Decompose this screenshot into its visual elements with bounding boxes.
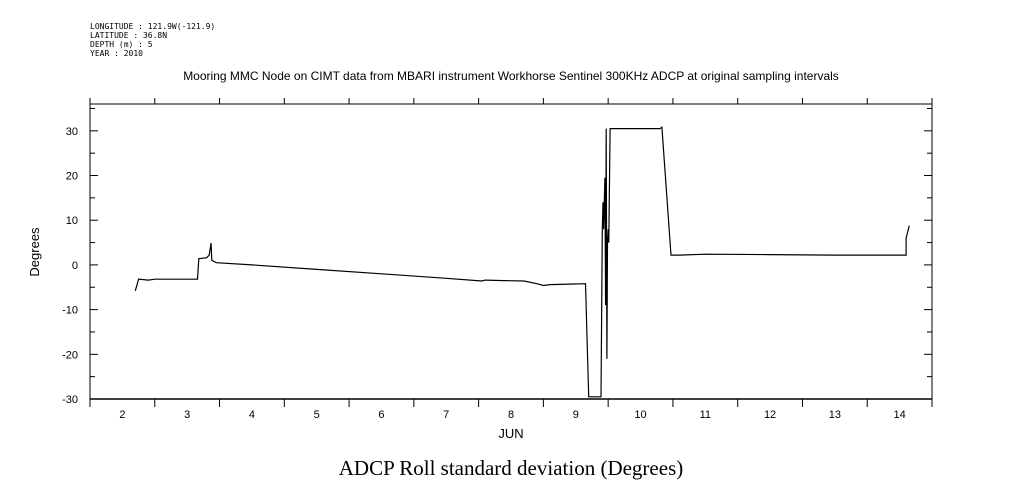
x-axis-label: JUN (498, 426, 523, 441)
y-tick-label: -30 (62, 394, 78, 406)
x-tick-label: 10 (634, 409, 646, 421)
y-tick-label: -20 (62, 349, 78, 361)
y-tick-label: -10 (62, 305, 78, 317)
x-tick-label: 9 (573, 409, 579, 421)
y-axis-ticks: 30 20 10 0 -10 -20 -30 (62, 107, 932, 406)
x-tick-label: 8 (508, 409, 514, 421)
depth-text: DEPTH (m) : 5 (90, 40, 153, 49)
y-axis-label: Degrees (27, 227, 42, 277)
y-tick-label: 20 (66, 171, 78, 183)
x-tick-label: 5 (314, 409, 320, 421)
x-tick-label: 13 (829, 409, 841, 421)
x-tick-label: 6 (378, 409, 384, 421)
series-layer (134, 126, 910, 398)
y-tick-label: 0 (72, 260, 78, 272)
x-axis-ticks: 2 3 4 5 6 7 8 9 10 11 12 13 14 (89, 98, 933, 421)
plot-frame (89, 103, 933, 400)
x-tick-label: 11 (700, 409, 711, 421)
latitude-text: LATITUDE : 36.8N (90, 31, 168, 40)
series-line (134, 126, 910, 398)
x-tick-label: 3 (184, 409, 190, 421)
x-tick-label: 14 (893, 409, 905, 421)
x-tick-label: 12 (764, 409, 776, 421)
x-tick-label: 4 (249, 409, 255, 421)
longitude-text: LONGITUDE : 121.9W(-121.9) (90, 22, 216, 31)
year-text: YEAR : 2010 (90, 49, 143, 58)
x-tick-label: 7 (443, 409, 449, 421)
y-tick-label: 10 (66, 215, 78, 227)
metadata-block: LONGITUDE : 121.9W(-121.9) LATITUDE : 36… (90, 22, 215, 58)
chart-caption: ADCP Roll standard deviation (Degrees) (339, 456, 683, 480)
chart-title: Mooring MMC Node on CIMT data from MBARI… (183, 69, 839, 83)
y-tick-label: 30 (66, 126, 78, 138)
x-tick-label: 2 (119, 409, 125, 421)
